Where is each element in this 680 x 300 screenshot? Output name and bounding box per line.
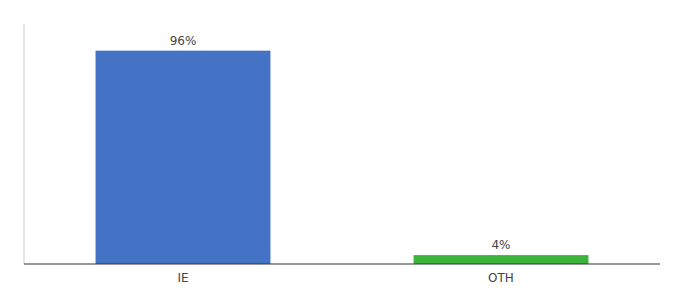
x-tick-label: OTH — [488, 271, 514, 285]
data-label: 4% — [491, 238, 510, 252]
y-axis-line — [24, 24, 25, 264]
plot-area: 96% 4% IE OTH — [24, 24, 660, 285]
x-axis-line — [24, 264, 660, 265]
bar — [96, 51, 271, 264]
x-tick-label: IE — [177, 271, 188, 285]
bar — [414, 255, 589, 264]
chart-container: 96% 4% IE OTH — [0, 0, 680, 300]
bars — [96, 51, 589, 264]
data-label: 96% — [170, 34, 197, 48]
chart: 96% 4% IE OTH — [0, 0, 680, 300]
